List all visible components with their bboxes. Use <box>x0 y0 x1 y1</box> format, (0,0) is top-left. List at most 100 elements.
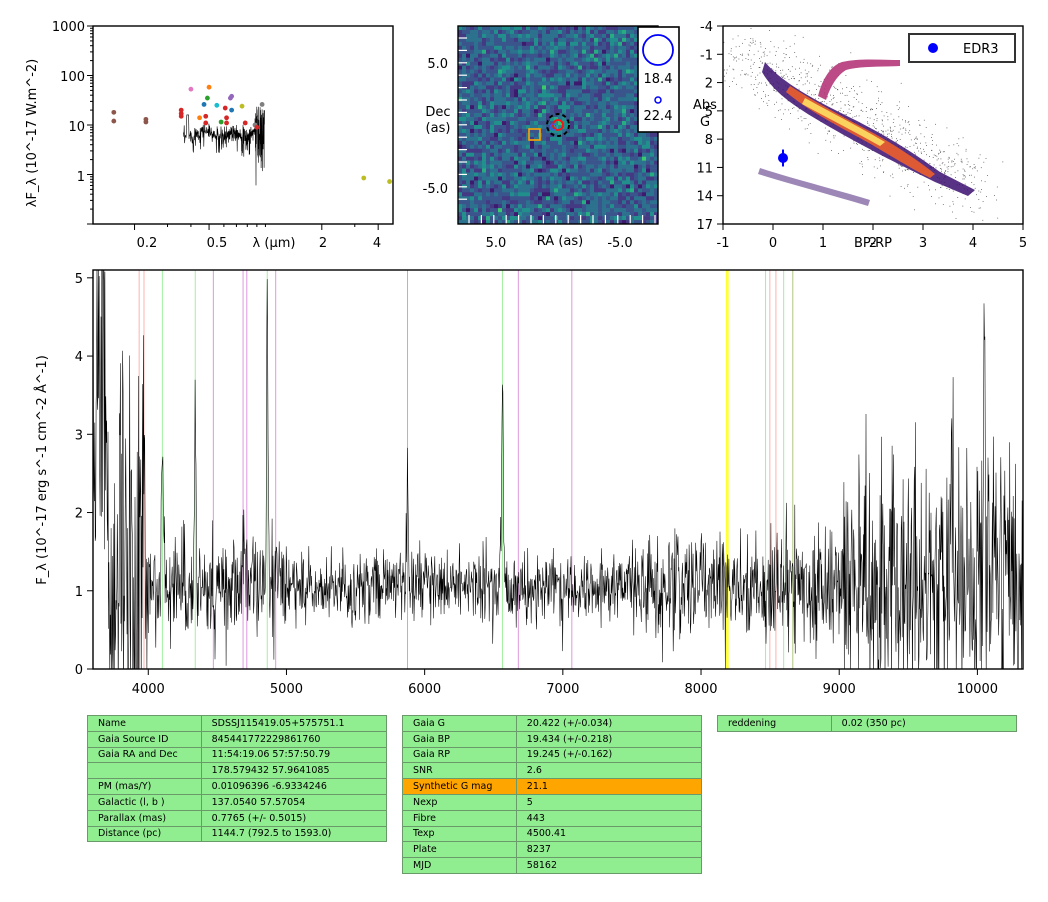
image-pixel <box>530 45 535 51</box>
hrd-field-star <box>862 148 863 150</box>
image-pixel <box>474 220 479 224</box>
image-pixel <box>510 57 515 62</box>
hrd-field-star <box>978 207 980 209</box>
table-key-cell: Synthetic G mag <box>402 778 517 795</box>
image-pixel <box>466 85 471 90</box>
image-pixel <box>490 109 495 114</box>
image-pixel <box>642 160 647 165</box>
image-pixel <box>574 125 579 130</box>
image-pixel <box>482 132 487 138</box>
image-pixel <box>618 85 623 90</box>
hrd-field-star <box>858 101 860 103</box>
image-pixel <box>654 172 658 177</box>
image-pixel <box>638 132 643 138</box>
image-pixel <box>514 101 519 106</box>
image-pixel <box>466 204 471 209</box>
image-pixel <box>642 188 647 193</box>
spectrum-ticks <box>87 277 978 675</box>
image-pixel <box>534 176 539 181</box>
image-pixel <box>582 85 587 90</box>
image-pixel <box>490 37 495 43</box>
image-pixel <box>550 57 555 62</box>
image-pixel <box>618 152 623 157</box>
sed-photometry-point <box>203 113 209 119</box>
image-pixel <box>586 176 591 181</box>
image-pixel <box>626 97 631 102</box>
image-pixel <box>474 204 479 209</box>
image-pixel <box>482 172 487 177</box>
image-pixel <box>498 33 503 39</box>
image-pixel <box>490 132 495 138</box>
hrd-field-star <box>826 103 828 105</box>
image-pixel <box>602 184 607 189</box>
image-pixel <box>514 212 519 217</box>
image-pixel <box>634 93 639 98</box>
hrd-field-star <box>774 72 776 73</box>
image-pixel <box>614 125 619 130</box>
image-pixel <box>626 73 631 78</box>
image-pixel <box>578 125 583 130</box>
image-pixel <box>586 37 591 43</box>
hrd-field-star <box>761 63 763 64</box>
image-pixel <box>490 101 495 106</box>
hrd-field-star <box>948 161 949 163</box>
image-pixel <box>486 117 491 122</box>
image-pixel <box>574 220 579 224</box>
image-pixel <box>494 152 499 157</box>
image-pixel <box>478 212 483 217</box>
hrd-field-star <box>832 103 834 105</box>
hrd-field-star <box>895 141 897 142</box>
image-pixel <box>550 77 555 82</box>
image-pixel <box>586 45 591 51</box>
image-pixel <box>502 53 507 58</box>
image-pixel <box>634 69 639 74</box>
image-pixel <box>474 57 479 62</box>
image-pixel <box>598 117 603 122</box>
hrd-field-star <box>726 69 728 71</box>
image-pixel <box>522 97 527 102</box>
image-pixel <box>630 176 635 181</box>
hrd-field-star <box>883 125 884 127</box>
hrd-field-star <box>791 66 793 68</box>
image-pixel <box>462 105 467 110</box>
image-pixel <box>602 125 607 130</box>
image-pixel <box>602 144 607 150</box>
image-pixel <box>554 33 559 39</box>
image-pixel <box>470 216 475 221</box>
image-pixel <box>462 101 467 106</box>
image-pixel <box>522 204 527 209</box>
image-pixel <box>566 41 571 47</box>
image-pixel <box>486 152 491 157</box>
image-pixel <box>498 204 503 209</box>
image-pixel <box>502 196 507 201</box>
image-pixel <box>570 89 575 94</box>
image-pixel <box>490 45 495 51</box>
image-pixel <box>574 180 579 185</box>
image-pixel <box>558 53 563 58</box>
image-pixel <box>490 216 495 221</box>
image-pixel <box>458 148 463 154</box>
image-pixel <box>598 140 603 146</box>
image-pixel <box>594 101 599 106</box>
hrd-field-star <box>964 169 965 171</box>
hrd-field-star <box>931 196 932 197</box>
image-pixel <box>614 132 619 138</box>
table-row: 178.579432 57.9641085 <box>87 762 388 780</box>
hrd-field-star <box>890 113 892 115</box>
table-value-cell: 20.422 (+/-0.034) <box>515 715 703 732</box>
image-pixel <box>638 180 643 185</box>
image-pixel <box>550 33 555 39</box>
image-pixel <box>474 200 479 205</box>
image-pixel <box>506 168 511 173</box>
image-pixel <box>490 208 495 213</box>
image-pixel <box>462 176 467 181</box>
hrd-field-star <box>745 74 746 76</box>
sed-photometry-point <box>111 109 117 115</box>
image-pixel <box>542 136 547 142</box>
image-pixel <box>534 29 539 35</box>
image-pixel <box>626 160 631 165</box>
hrd-field-star <box>791 78 792 79</box>
image-pixel <box>570 33 575 39</box>
hrd-field-star <box>910 139 912 141</box>
image-pixel <box>554 53 559 58</box>
